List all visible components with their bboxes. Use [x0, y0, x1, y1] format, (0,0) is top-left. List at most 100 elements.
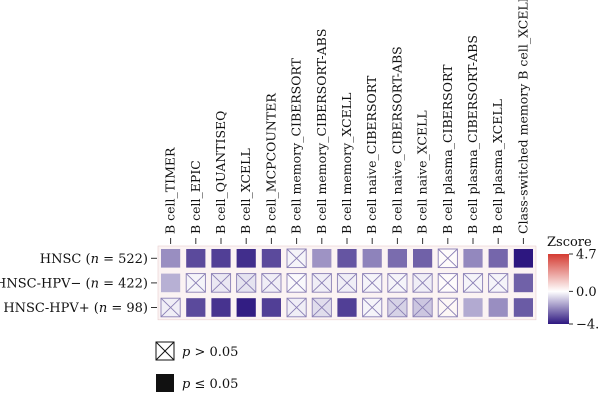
row-label: HNSC (n = 522) [40, 252, 148, 267]
heatmap-cell [286, 248, 307, 269]
heatmap-cell [337, 249, 357, 268]
heatmap-cell [387, 249, 407, 268]
heatmap-cell [161, 273, 181, 293]
column-label: B cell memory_CIBERSORT [289, 57, 304, 234]
heatmap-cell [387, 297, 408, 318]
cell-fill [211, 249, 231, 268]
heatmap-cell [362, 297, 383, 318]
heatmap-cell [286, 273, 307, 293]
heatmap-cell [463, 249, 483, 268]
legend-cross-line [155, 341, 175, 361]
heatmap-cell [488, 273, 509, 293]
legend-item: p > 0.05 [155, 341, 238, 361]
cell-fill [236, 249, 256, 268]
heatmap-cell [311, 297, 332, 318]
cell-cross-line [286, 273, 307, 293]
heatmap-cell [437, 297, 458, 318]
legend-item: p ≤ 0.05 [156, 374, 238, 392]
heatmap-cell [261, 273, 282, 293]
cell-cross-line [362, 273, 383, 293]
cell-fill [513, 298, 533, 317]
heatmap-cell [362, 273, 383, 293]
cell-cross-line [337, 273, 357, 293]
cell-cross-line [412, 297, 433, 318]
cell-cross-line [286, 248, 307, 268]
cell-fill [387, 249, 407, 268]
heatmap-cell [261, 298, 281, 317]
row-label: HNSC-HPV+ (n = 98) [3, 301, 148, 316]
row-label: HNSC-HPV− (n = 422) [0, 276, 148, 291]
cell-cross-line [463, 273, 483, 293]
cell-cross-line [311, 297, 332, 318]
cell-fill [261, 298, 281, 317]
heatmap-cell [211, 249, 231, 268]
cell-cross-line [261, 273, 282, 293]
cell-fill [186, 298, 206, 317]
cell-cross-line [311, 273, 332, 293]
heatmap-cell [463, 298, 483, 317]
column-label: B cell_MCPCOUNTER [263, 93, 278, 234]
cell-fill [513, 273, 533, 293]
column-labels: B cell_TIMER B cell_EPIC B cell_QUANTISEQ B… [163, 0, 530, 244]
heatmap-cell [336, 273, 358, 293]
heatmap-cell [160, 297, 181, 318]
heatmap-cell [488, 249, 508, 268]
heatmap-cell [311, 273, 332, 293]
column-label: B cell naive_XCELL [415, 110, 430, 234]
heatmap-cell [462, 273, 484, 293]
heatmap-cell [286, 297, 307, 318]
colorbar-tick-label: 0.0 [576, 285, 597, 300]
column-label: B cell naive_CIBERSORT-ABS [389, 46, 404, 234]
column-label: B cell plasma_CIBERSORT [440, 64, 455, 234]
cell-fill [337, 249, 357, 268]
column-label: B cell plasma_XCELL [490, 99, 505, 234]
cell-fill [186, 249, 206, 268]
heatmap-cell [437, 273, 458, 293]
heatmap-cell [387, 273, 408, 293]
column-label: B cell plasma_CIBERSORT-ABS [465, 35, 480, 234]
heatmap-cell [412, 273, 433, 293]
column-label: B cell memory_CIBERSORT-ABS [314, 29, 329, 234]
cell-cross-line [387, 297, 408, 318]
column-label: B cell memory_XCELL [339, 93, 354, 234]
cell-fill [161, 249, 181, 268]
heatmap-cell [513, 273, 533, 293]
cell-fill [463, 298, 483, 317]
cell-cross-line [437, 273, 458, 293]
heatmap-cell [185, 273, 206, 293]
cell-fill [337, 298, 357, 317]
row-labels: HNSC (n = 522) HNSC-HPV− (n = 422) HNSC-HP… [0, 252, 157, 316]
colorbar-title: Zscore [547, 235, 592, 250]
heatmap-cell [362, 249, 382, 268]
heatmap-cell [186, 298, 206, 317]
legend-filled-box [156, 374, 174, 392]
heatmap-cell [186, 249, 206, 268]
column-label: B cell naive_CIBERSORT [364, 75, 379, 234]
cell-fill [312, 249, 332, 268]
heatmap-cell [337, 298, 357, 317]
heatmap-cell [236, 249, 256, 268]
cell-cross-line [387, 273, 408, 293]
cell-fill [261, 249, 281, 268]
heatmap-cell [161, 249, 181, 268]
cell-cross-line [437, 297, 458, 318]
cell-cross-line [362, 297, 383, 318]
cell-cross-line [236, 273, 257, 293]
cell-fill [362, 249, 382, 268]
colorbar-gradient [548, 254, 569, 324]
heatmap-cell [312, 249, 332, 268]
heatmap-cell [412, 297, 433, 318]
colorbar-tick-label: 4.7 [576, 248, 597, 263]
column-label: Class-switched memory B cell_XCELL [515, 0, 530, 234]
cell-fill [513, 249, 533, 268]
heatmap-cell [236, 273, 257, 293]
heatmap-cell [437, 248, 458, 269]
heatmap-cell [236, 298, 256, 317]
cell-cross-line [412, 273, 433, 293]
cell-cross-line [437, 248, 458, 268]
cell-fill [488, 249, 508, 268]
column-label: B cell_TIMER [163, 147, 178, 234]
heatmap-cell [211, 298, 231, 317]
